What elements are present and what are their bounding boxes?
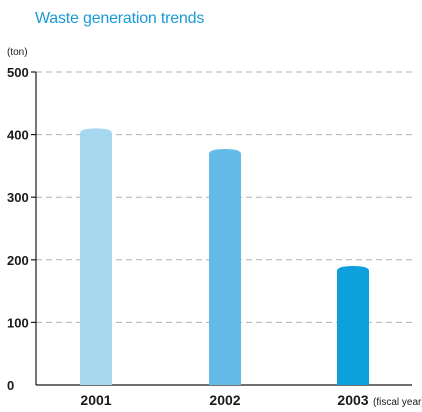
y-tick-label: 200 [7,253,29,268]
bar-2001 [80,128,112,385]
x-category-label: 2002 [209,392,240,408]
y-tick-label: 0 [7,378,14,393]
bar-2003 [337,266,369,385]
x-axis-unit-label: (fiscal year) [373,397,422,408]
chart-title: Waste generation trends [35,10,205,27]
y-tick-label: 100 [7,315,29,330]
x-category-label: 2001 [80,392,111,408]
bar-2002 [209,148,241,385]
y-tick-label: 400 [7,128,29,143]
y-tick-label: 500 [7,65,29,80]
bars [80,128,369,385]
labels: (ton) 0 100 200 300 400 500 2001 2002 2003 (fisca… [7,47,422,408]
y-axis-unit-label: (ton) [7,47,28,58]
x-category-label: 2003 [337,392,368,408]
y-tick-label: 300 [7,190,29,205]
